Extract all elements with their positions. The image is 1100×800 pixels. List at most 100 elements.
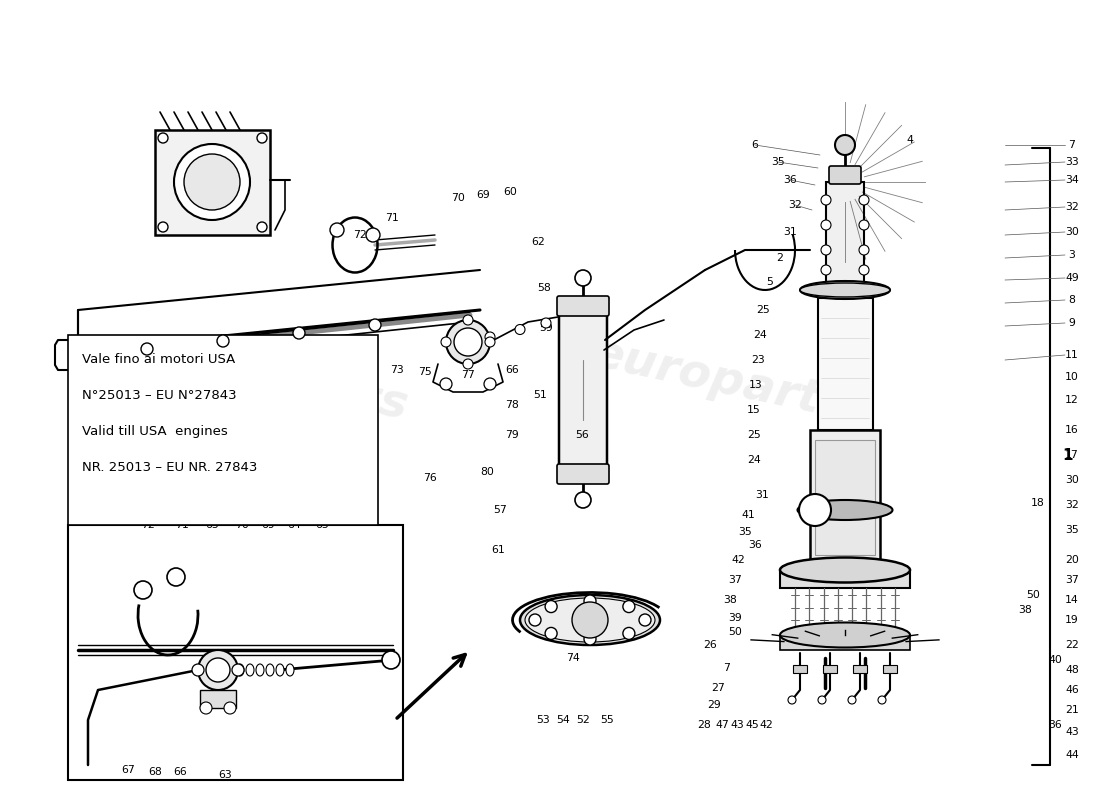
- Circle shape: [623, 601, 635, 613]
- Circle shape: [575, 270, 591, 286]
- Text: 30: 30: [1065, 475, 1079, 485]
- Ellipse shape: [525, 598, 654, 642]
- Text: 65: 65: [315, 520, 329, 530]
- Text: 68: 68: [148, 767, 162, 777]
- Circle shape: [515, 325, 525, 334]
- Text: europarts: europarts: [587, 331, 852, 429]
- Text: 4: 4: [906, 135, 913, 145]
- Text: 35: 35: [1065, 525, 1079, 535]
- Text: 60: 60: [503, 187, 517, 197]
- Text: 2: 2: [777, 253, 783, 263]
- FancyBboxPatch shape: [810, 430, 880, 565]
- Text: 34: 34: [1065, 175, 1079, 185]
- Circle shape: [330, 223, 344, 237]
- Circle shape: [859, 195, 869, 205]
- Circle shape: [878, 696, 886, 704]
- Ellipse shape: [236, 664, 244, 676]
- FancyBboxPatch shape: [559, 307, 607, 473]
- Text: 66: 66: [505, 365, 519, 375]
- Text: 32: 32: [788, 200, 802, 210]
- Text: 13: 13: [749, 380, 763, 390]
- Circle shape: [200, 702, 212, 714]
- Text: 48: 48: [1065, 665, 1079, 675]
- Text: 63: 63: [218, 770, 232, 780]
- FancyBboxPatch shape: [829, 166, 861, 184]
- Circle shape: [446, 320, 490, 364]
- Ellipse shape: [266, 664, 274, 676]
- FancyBboxPatch shape: [68, 335, 378, 525]
- Text: 65: 65: [205, 520, 219, 530]
- Text: 46: 46: [1065, 685, 1079, 695]
- Circle shape: [206, 658, 230, 682]
- Text: 53: 53: [536, 715, 550, 725]
- Circle shape: [463, 315, 473, 325]
- Circle shape: [440, 378, 452, 390]
- Bar: [823, 665, 837, 673]
- Circle shape: [484, 378, 496, 390]
- Circle shape: [366, 228, 379, 242]
- Text: 35: 35: [771, 157, 785, 167]
- Text: 12: 12: [1065, 395, 1079, 405]
- Text: 11: 11: [1065, 350, 1079, 360]
- Circle shape: [485, 332, 495, 342]
- Text: 18: 18: [1031, 498, 1045, 508]
- FancyBboxPatch shape: [557, 296, 609, 316]
- Ellipse shape: [800, 281, 890, 299]
- Text: 27: 27: [711, 683, 725, 693]
- Text: 19: 19: [1065, 615, 1079, 625]
- Circle shape: [821, 195, 830, 205]
- Text: 77: 77: [461, 370, 475, 380]
- Text: 31: 31: [755, 490, 769, 500]
- Text: 43: 43: [1065, 727, 1079, 737]
- Circle shape: [441, 337, 451, 347]
- Text: 23: 23: [751, 355, 764, 365]
- Text: 74: 74: [566, 653, 580, 663]
- Text: 73: 73: [390, 365, 404, 375]
- Text: 38: 38: [723, 595, 737, 605]
- Text: 40: 40: [1048, 655, 1062, 665]
- Text: 29: 29: [707, 700, 721, 710]
- Text: 5: 5: [767, 277, 773, 287]
- Text: 79: 79: [505, 430, 519, 440]
- Text: 76: 76: [424, 473, 437, 483]
- Ellipse shape: [800, 283, 890, 297]
- Circle shape: [134, 581, 152, 599]
- Text: 70: 70: [451, 193, 465, 203]
- Text: 24: 24: [747, 455, 761, 465]
- Text: 56: 56: [575, 430, 589, 440]
- Circle shape: [463, 359, 473, 369]
- Text: 22: 22: [1065, 640, 1079, 650]
- Text: 37: 37: [1065, 575, 1079, 585]
- Text: 30: 30: [1065, 227, 1079, 237]
- Text: 17: 17: [1065, 450, 1079, 460]
- FancyBboxPatch shape: [815, 440, 875, 555]
- FancyBboxPatch shape: [818, 298, 873, 430]
- Circle shape: [788, 696, 796, 704]
- Circle shape: [184, 154, 240, 210]
- Ellipse shape: [780, 622, 910, 647]
- Text: 47: 47: [715, 720, 729, 730]
- Circle shape: [368, 319, 381, 331]
- Circle shape: [217, 335, 229, 347]
- Circle shape: [141, 343, 153, 355]
- Text: 43: 43: [730, 720, 744, 730]
- Circle shape: [848, 696, 856, 704]
- Bar: [883, 665, 896, 673]
- Text: 42: 42: [759, 720, 773, 730]
- Circle shape: [382, 651, 400, 669]
- Ellipse shape: [798, 500, 892, 520]
- Text: europarts: europarts: [147, 331, 412, 429]
- Text: Vale fino ai motori USA: Vale fino ai motori USA: [82, 353, 235, 366]
- Text: 66: 66: [173, 767, 187, 777]
- Text: 50: 50: [728, 627, 741, 637]
- Text: 33: 33: [1065, 157, 1079, 167]
- Circle shape: [821, 245, 830, 255]
- Circle shape: [639, 614, 651, 626]
- Text: 6: 6: [751, 140, 758, 150]
- Text: 10: 10: [1065, 372, 1079, 382]
- Text: 9: 9: [1068, 318, 1076, 328]
- Circle shape: [859, 220, 869, 230]
- Text: 44: 44: [1065, 750, 1079, 760]
- FancyBboxPatch shape: [200, 690, 236, 708]
- Circle shape: [529, 614, 541, 626]
